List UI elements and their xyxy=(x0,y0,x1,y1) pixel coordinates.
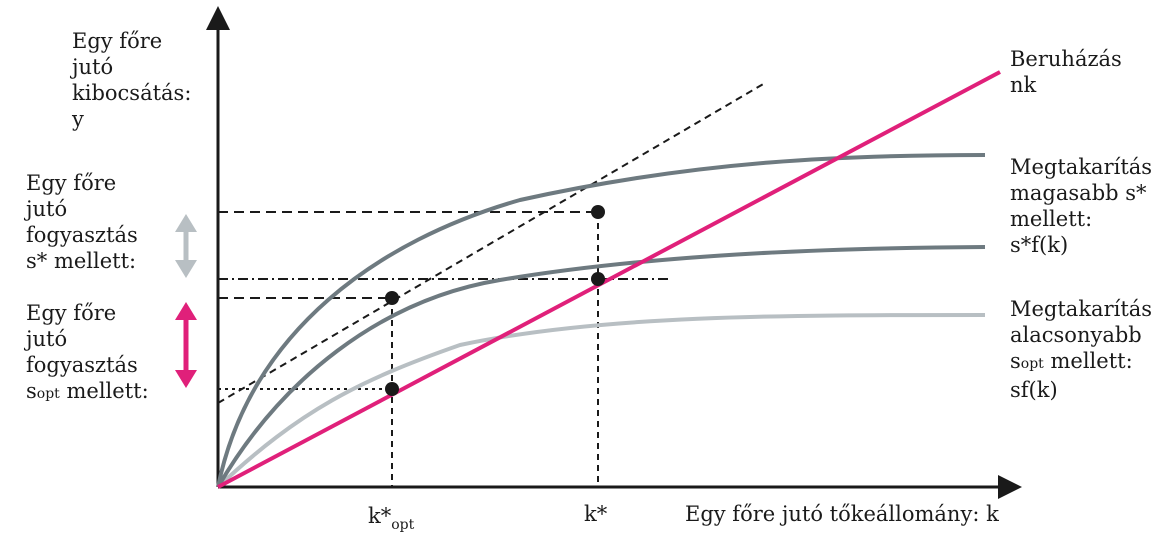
y-axis-label: Egy főre jutó kibocsátás: y xyxy=(72,29,192,131)
point-kstar-high xyxy=(591,205,605,219)
x-axis-label: Egy főre jutó tőkeállomány: k xyxy=(685,502,999,526)
saving-mid-curve xyxy=(216,245,986,489)
golden-rule-tangent-line xyxy=(217,82,766,404)
consumption-opt-arrow xyxy=(175,302,197,388)
investment-line xyxy=(217,70,1001,489)
point-kopt-steady xyxy=(385,382,399,396)
saving-high-label: Megtakarítás magasabb s* mellett: s*f(k) xyxy=(1010,155,1153,257)
saving-low-label: Megtakarítás alacsonyabb sopt mellett: s… xyxy=(1010,297,1153,402)
tick-kstar: k* xyxy=(584,502,608,526)
point-kopt-output xyxy=(385,291,399,305)
saving-low-curve xyxy=(216,313,986,489)
tick-kopt: k*opt xyxy=(368,504,415,533)
consumption-high-arrow xyxy=(175,214,197,278)
consumption-opt-label: Egy főre jutó fogyasztás sopt mellett: xyxy=(26,301,149,403)
point-kstar-steady xyxy=(591,272,605,286)
consumption-high-label: Egy főre jutó fogyasztás s* mellett: xyxy=(26,171,138,273)
investment-label: Beruházás nk xyxy=(1010,47,1122,97)
output-high-curve xyxy=(216,153,986,488)
